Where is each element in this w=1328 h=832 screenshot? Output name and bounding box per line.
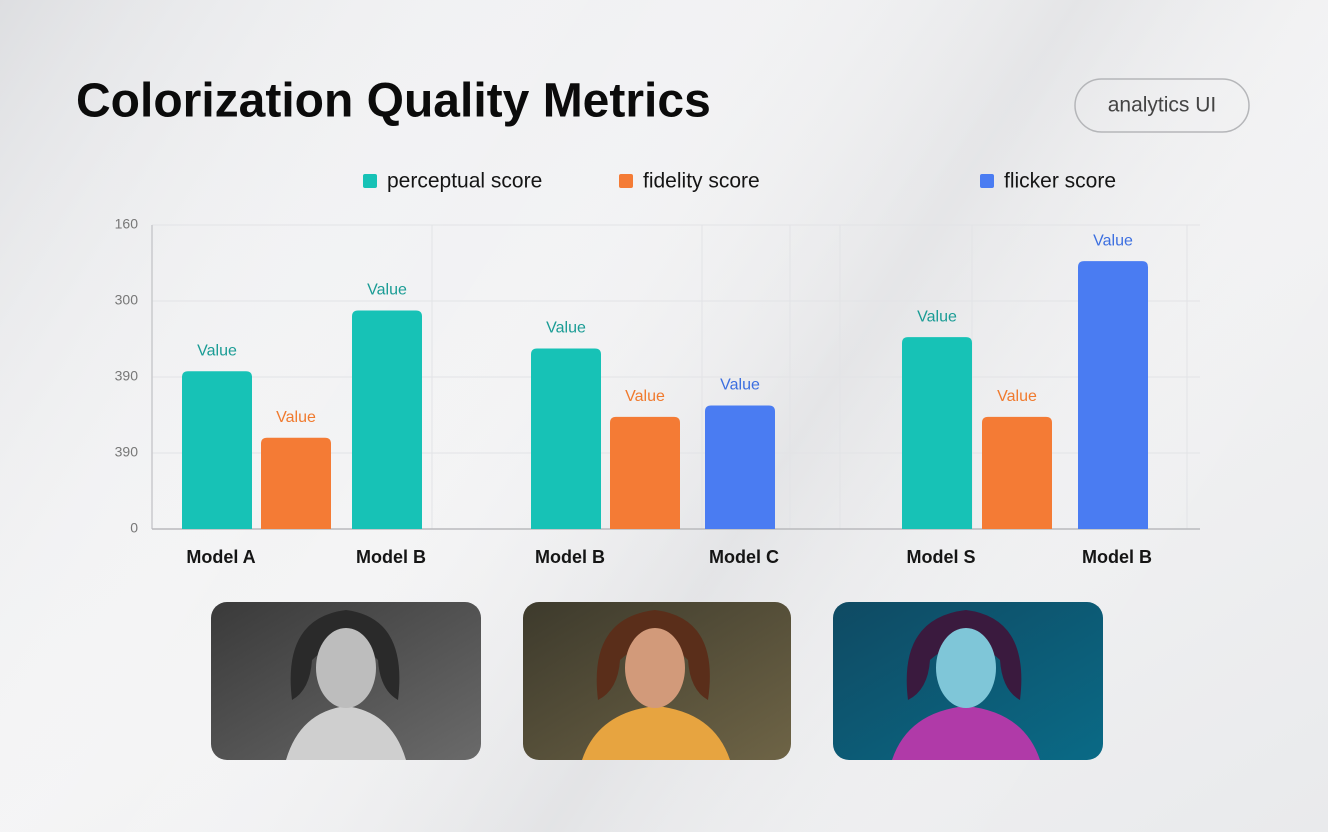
bar bbox=[610, 416, 680, 529]
value-label: Value bbox=[197, 343, 237, 360]
legend-label: fidelity score bbox=[643, 170, 760, 193]
value-label: Value bbox=[1093, 232, 1133, 249]
x-tick-label: Model B bbox=[1082, 547, 1152, 567]
y-tick-label: 300 bbox=[115, 292, 139, 308]
thumbnails bbox=[211, 602, 1103, 760]
y-tick-label: 390 bbox=[115, 444, 139, 460]
x-tick-label: Model C bbox=[709, 547, 779, 567]
bar bbox=[1078, 261, 1148, 529]
badge-label: analytics UI bbox=[1108, 94, 1217, 117]
value-label: Value bbox=[720, 377, 760, 394]
bar bbox=[531, 348, 601, 529]
bar bbox=[182, 371, 252, 529]
y-tick-label: 160 bbox=[115, 216, 139, 232]
legend-swatch bbox=[619, 174, 633, 188]
legend-label: flicker score bbox=[1004, 170, 1116, 193]
x-tick-label: Model B bbox=[535, 547, 605, 567]
value-label: Value bbox=[997, 388, 1037, 405]
value-label: Value bbox=[546, 320, 586, 337]
thumbnail-grayscale bbox=[211, 602, 481, 760]
legend-swatch bbox=[980, 174, 994, 188]
x-tick-label: Model B bbox=[356, 547, 426, 567]
value-label: Value bbox=[625, 388, 665, 405]
thumbnail-stylized bbox=[833, 602, 1103, 760]
thumbnail-natural bbox=[523, 602, 791, 760]
bar bbox=[982, 416, 1052, 529]
y-tick-label: 0 bbox=[130, 520, 138, 536]
chart: 0 390 390 300 160 Model A Model B Model B Model … bbox=[115, 170, 1200, 567]
x-tick-label: Model A bbox=[186, 547, 255, 567]
bar bbox=[902, 337, 972, 529]
legend-label: perceptual score bbox=[387, 170, 542, 193]
x-tick-label: Model S bbox=[906, 547, 975, 567]
legend-swatch bbox=[363, 174, 377, 188]
value-label: Value bbox=[917, 308, 957, 325]
bar bbox=[705, 405, 775, 529]
page-title: Colorization Quality Metrics bbox=[76, 75, 711, 128]
bar bbox=[352, 310, 422, 529]
value-label: Value bbox=[367, 282, 407, 299]
bar bbox=[261, 437, 331, 529]
badge bbox=[1074, 78, 1250, 133]
value-label: Value bbox=[276, 409, 316, 426]
y-tick-label: 390 bbox=[115, 368, 139, 384]
